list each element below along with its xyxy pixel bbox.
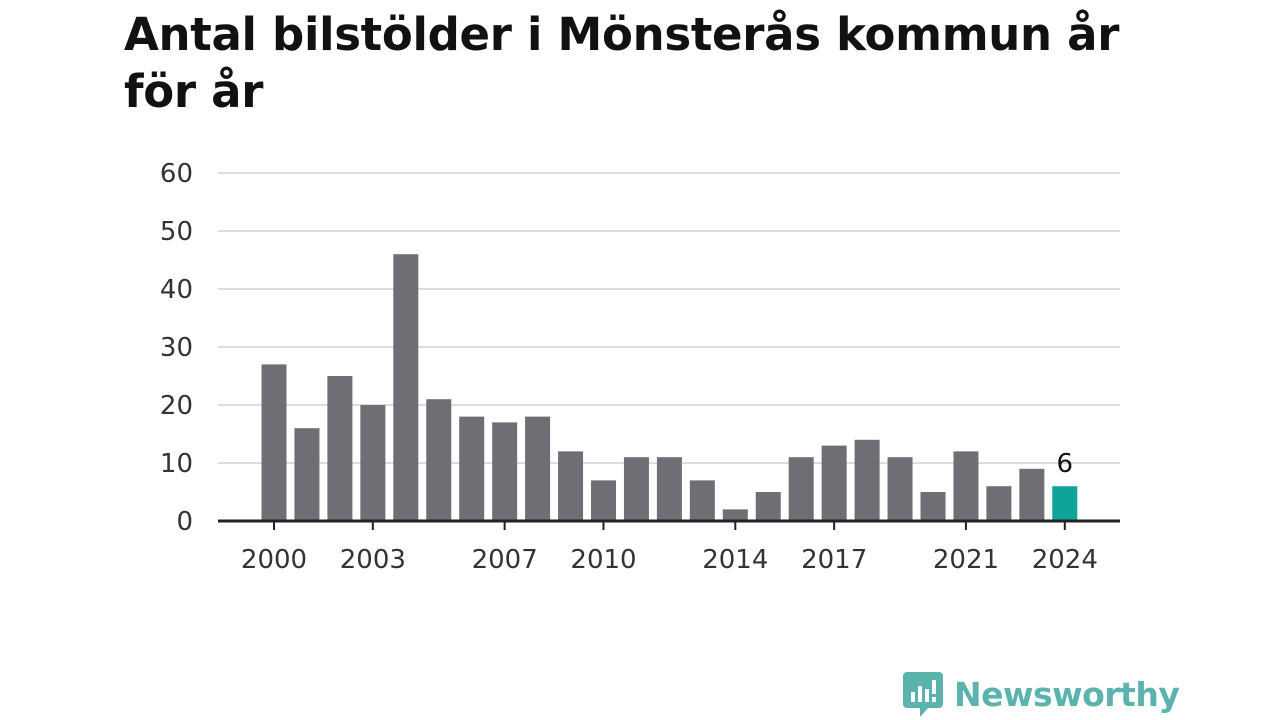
x-tick-label: 2024 (1032, 545, 1098, 575)
bar (623, 457, 649, 521)
bar (327, 376, 353, 521)
y-tick-label: 50 (160, 217, 193, 247)
bar (459, 416, 485, 521)
newsworthy-logo-icon (903, 672, 943, 717)
bar-highlight (1052, 486, 1078, 521)
x-tick-label: 2014 (702, 545, 768, 575)
bar (854, 439, 880, 521)
chart-title: Antal bilstölder i Mönsterås kommun år f… (124, 8, 1120, 118)
bar (788, 457, 814, 521)
bar (558, 451, 584, 521)
bar (722, 509, 748, 521)
bar (821, 445, 847, 521)
bar (492, 422, 518, 521)
bar (887, 457, 913, 521)
bar (393, 254, 419, 521)
brand-name: Newsworthy (954, 674, 1180, 714)
bar (755, 492, 781, 521)
y-tick-label: 20 (160, 391, 193, 421)
bar (591, 480, 616, 521)
y-tick-label: 30 (160, 333, 193, 363)
y-tick-label: 0 (176, 507, 193, 537)
x-axis-ticks: 2000 2003 2007 2010 2014 2017 2021 2024 (241, 521, 1098, 575)
newsworthy-logo: Newsworthy (902, 670, 1180, 718)
bar (426, 399, 452, 521)
grid-lines (218, 172, 1120, 464)
bar (986, 486, 1012, 521)
bar (656, 457, 682, 521)
bar (525, 416, 551, 521)
bar (920, 492, 946, 521)
bar (261, 364, 287, 521)
y-axis-ticks: 0 10 20 30 40 50 60 (160, 159, 193, 537)
bar (360, 405, 386, 521)
y-tick-label: 40 (160, 275, 193, 305)
x-tick-label: 2000 (241, 545, 307, 575)
x-tick-label: 2010 (570, 545, 636, 575)
bar (1019, 468, 1045, 521)
highlight-value-label: 6 (1057, 449, 1074, 479)
bar (689, 480, 715, 521)
x-tick-label: 2003 (340, 545, 406, 575)
bar (953, 451, 979, 521)
bar (294, 428, 320, 521)
y-tick-label: 60 (160, 159, 193, 189)
x-tick-label: 2017 (801, 545, 867, 575)
x-tick-label: 2021 (933, 545, 999, 575)
bars (261, 254, 1078, 521)
x-tick-label: 2007 (472, 545, 538, 575)
y-tick-label: 10 (160, 449, 193, 479)
